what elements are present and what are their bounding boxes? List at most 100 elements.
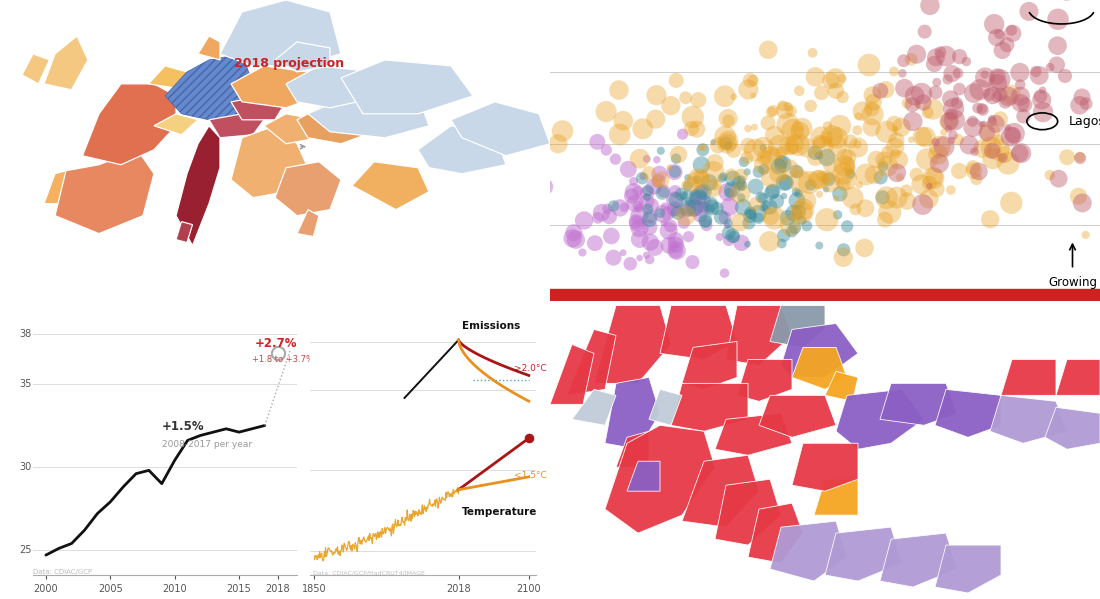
Point: [806, 72, 824, 81]
Point: [520, 155, 538, 165]
Point: [838, 160, 856, 170]
Text: +1.5%: +1.5%: [162, 420, 205, 434]
Point: [673, 208, 691, 217]
Point: [990, 145, 1008, 155]
Point: [666, 205, 683, 215]
Point: [968, 174, 986, 184]
Point: [990, 135, 1008, 145]
Point: [690, 174, 707, 184]
Point: [688, 193, 705, 203]
Point: [669, 208, 686, 217]
Point: [888, 168, 905, 178]
Point: [598, 204, 616, 213]
Point: [654, 186, 672, 196]
Point: [886, 119, 903, 129]
Point: [784, 125, 802, 135]
Point: [1041, 170, 1058, 180]
Point: [999, 123, 1016, 132]
Point: [913, 132, 931, 141]
Point: [764, 186, 782, 196]
Point: [943, 69, 960, 78]
Polygon shape: [297, 102, 374, 144]
Point: [708, 204, 726, 213]
Point: [886, 66, 903, 76]
Point: [872, 173, 890, 182]
Point: [827, 193, 845, 203]
Point: [1070, 101, 1088, 110]
Point: [667, 186, 684, 196]
Point: [839, 153, 857, 162]
Point: [674, 129, 692, 139]
Point: [588, 137, 606, 147]
Point: [999, 158, 1016, 168]
Point: [752, 193, 770, 202]
Point: [638, 192, 656, 202]
Point: [605, 253, 623, 262]
Point: [813, 88, 830, 98]
Polygon shape: [781, 323, 858, 377]
Polygon shape: [935, 389, 1001, 437]
Point: [1042, 63, 1059, 72]
Point: [756, 153, 773, 162]
Point: [996, 150, 1013, 159]
Point: [703, 202, 720, 212]
Point: [799, 221, 816, 231]
Point: [747, 146, 764, 155]
Point: [1020, 7, 1037, 16]
Point: [1074, 92, 1091, 102]
Point: [689, 192, 706, 202]
Polygon shape: [275, 162, 341, 216]
Polygon shape: [572, 389, 616, 425]
Point: [1004, 130, 1022, 140]
Point: [865, 98, 882, 107]
Point: [793, 123, 811, 133]
Point: [781, 220, 799, 230]
Point: [630, 253, 648, 263]
Point: [627, 217, 645, 226]
Point: [828, 210, 846, 220]
Point: [740, 218, 758, 228]
Point: [735, 202, 752, 212]
Point: [776, 105, 793, 115]
Text: 35: 35: [20, 379, 32, 389]
Point: [997, 97, 1014, 107]
Point: [723, 184, 740, 194]
Point: [641, 214, 659, 224]
Polygon shape: [759, 395, 836, 437]
Point: [813, 171, 830, 181]
Point: [982, 142, 1000, 152]
Point: [723, 170, 740, 179]
Point: [667, 235, 684, 245]
Point: [695, 143, 713, 153]
Point: [780, 141, 798, 150]
Point: [693, 160, 711, 170]
Point: [678, 205, 695, 215]
Polygon shape: [148, 66, 187, 90]
Text: Lagos: Lagos: [1069, 115, 1100, 128]
Point: [1048, 41, 1066, 50]
Point: [834, 92, 851, 102]
Point: [784, 208, 802, 218]
Point: [716, 268, 734, 278]
Polygon shape: [792, 443, 858, 491]
Point: [764, 150, 782, 159]
Point: [817, 184, 835, 194]
Point: [627, 199, 645, 208]
Point: [660, 226, 678, 235]
Polygon shape: [660, 305, 737, 359]
Point: [1003, 26, 1021, 35]
Point: [575, 216, 593, 225]
Point: [676, 211, 694, 220]
Point: [750, 167, 768, 177]
Point: [818, 153, 836, 162]
Point: [755, 165, 772, 174]
Point: [871, 86, 889, 96]
Point: [806, 153, 824, 162]
Point: [927, 53, 945, 62]
Point: [789, 196, 806, 205]
Polygon shape: [880, 383, 957, 425]
Polygon shape: [341, 60, 473, 114]
Point: [899, 196, 916, 206]
Point: [833, 74, 850, 83]
Point: [921, 181, 938, 191]
